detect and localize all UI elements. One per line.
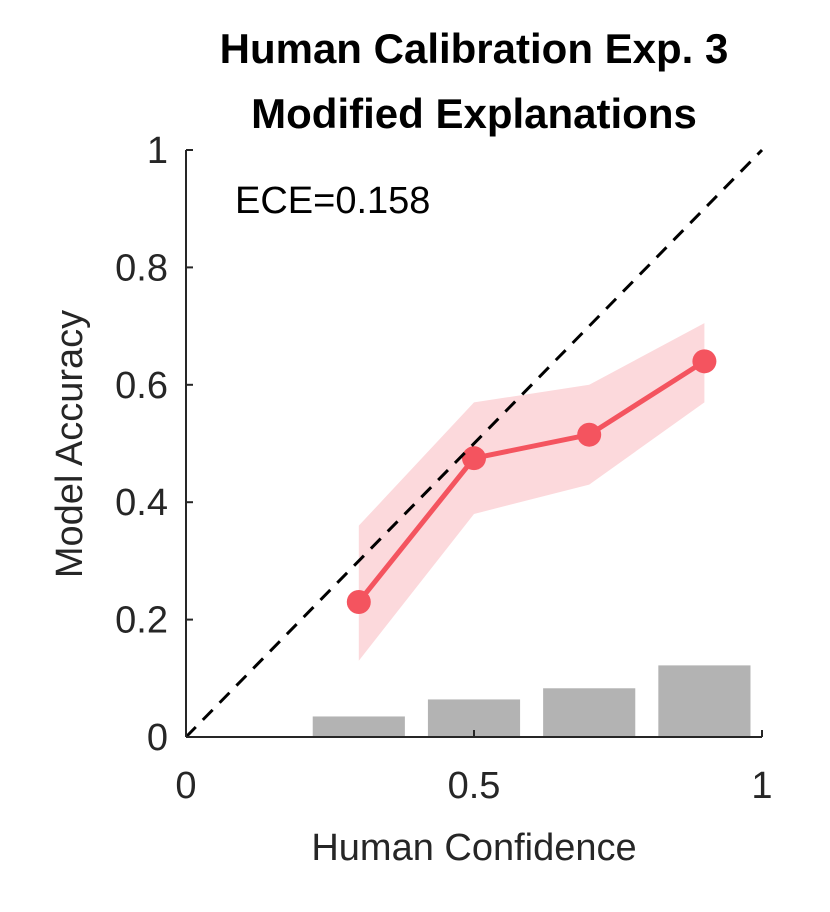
chart-title-line-1: Human Calibration Exp. 3 [220,25,729,72]
confidence-band [358,323,705,661]
diagonal-reference-line [184,148,764,739]
data-point-1 [346,589,371,614]
accuracy-line [356,359,706,604]
x-tick-label-1: 0 [175,765,196,807]
y-axis-label: Model Accuracy [49,310,91,578]
y-tick-label-1: 0 [147,717,168,759]
histogram-bar-1 [312,716,405,737]
y-tick-label-4: 0.6 [115,365,168,407]
chart-title-line-2: Modified Explanations [251,90,697,137]
data-point-4 [692,349,717,374]
plot-area [184,148,764,739]
x-tick-label-2: 0.5 [448,765,501,807]
y-tick-label-6: 1 [147,130,168,172]
x-axis-label: Human Confidence [311,827,636,869]
ece-annotation: ECE=0.158 [235,180,430,222]
histogram-bar-4 [658,665,751,737]
y-tick-label-2: 0.2 [115,600,168,642]
y-tick-label-3: 0.4 [115,482,168,524]
y-tick-label-5: 0.8 [115,247,168,289]
data-point-3 [577,422,602,447]
axis-ticks: 0 0.5 1 0 0.2 0.4 0.6 0.8 1 [115,130,772,807]
histogram-bar-3 [543,688,636,737]
data-point-2 [462,446,486,471]
x-tick-label-3: 1 [751,765,772,807]
